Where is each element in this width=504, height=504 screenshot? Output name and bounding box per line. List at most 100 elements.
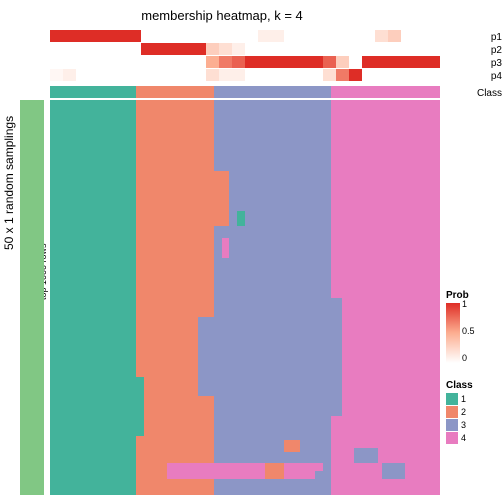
prob-cell <box>401 56 414 68</box>
prob-cell <box>128 56 141 68</box>
heatmap-noise <box>136 377 144 436</box>
legend-class-item: 1 <box>446 393 502 405</box>
prob-cell <box>115 69 128 81</box>
class-segment <box>331 86 440 98</box>
prob-cell <box>102 30 115 42</box>
prob-cell <box>50 69 63 81</box>
prob-cell <box>89 43 102 55</box>
prob-cell <box>271 43 284 55</box>
prob-cell <box>245 43 258 55</box>
prob-cell <box>362 43 375 55</box>
prob-cell <box>63 56 76 68</box>
prob-row <box>50 69 440 81</box>
prob-cell <box>258 56 271 68</box>
prob-cell <box>232 56 245 68</box>
prob-cell <box>154 69 167 81</box>
prob-cell <box>349 69 362 81</box>
prob-cell <box>50 56 63 68</box>
prob-cell <box>258 69 271 81</box>
main-heatmap <box>50 100 440 495</box>
prob-cell <box>63 43 76 55</box>
prob-row <box>50 43 440 55</box>
prob-cell <box>206 30 219 42</box>
probability-rows <box>50 30 440 82</box>
prob-cell <box>167 69 180 81</box>
prob-row <box>50 56 440 68</box>
prob-cell <box>271 30 284 42</box>
prob-cell <box>349 56 362 68</box>
yaxis-label: 50 x 1 random samplings <box>2 116 16 250</box>
prob-cell <box>76 43 89 55</box>
prob-cell <box>128 43 141 55</box>
prob-cell <box>115 43 128 55</box>
legend-label: 4 <box>461 433 466 443</box>
prob-cell <box>401 69 414 81</box>
legend-swatch <box>446 419 458 431</box>
prob-cell <box>427 43 440 55</box>
heatmap-noise <box>167 479 214 495</box>
prob-cell <box>349 30 362 42</box>
row-label: Class <box>477 88 502 99</box>
prob-cell <box>375 69 388 81</box>
heatmap-noise <box>237 211 245 227</box>
prob-cell <box>154 30 167 42</box>
legend-label: 2 <box>461 407 466 417</box>
prob-cell <box>427 56 440 68</box>
prob-cell <box>89 56 102 68</box>
prob-cell <box>76 69 89 81</box>
prob-cell <box>89 69 102 81</box>
prob-cell <box>336 43 349 55</box>
legend-class-item: 3 <box>446 419 502 431</box>
heatmap-noise <box>354 448 377 464</box>
prob-cell <box>115 30 128 42</box>
legend-label: 3 <box>461 420 466 430</box>
class-segment <box>136 86 214 98</box>
heatmap-column <box>331 100 440 495</box>
prob-cell <box>167 30 180 42</box>
legend-class-title: Class <box>446 380 502 391</box>
prob-cell <box>349 43 362 55</box>
heatmap-noise <box>331 298 343 417</box>
prob-cell <box>219 56 232 68</box>
prob-cell <box>310 69 323 81</box>
prob-cell <box>362 56 375 68</box>
class-strip <box>50 86 440 98</box>
heatmap-noise <box>198 317 214 396</box>
prob-cell <box>414 43 427 55</box>
prob-cell <box>375 43 388 55</box>
prob-cell <box>427 30 440 42</box>
prob-cell <box>336 56 349 68</box>
prob-cell <box>284 69 297 81</box>
prob-cell <box>258 30 271 42</box>
row-label: p4 <box>491 71 502 82</box>
legend-class: Class 1 2 3 4 <box>446 380 502 445</box>
prob-cell <box>141 30 154 42</box>
legend-prob: Prob 10.50 <box>446 290 502 367</box>
prob-cell <box>128 30 141 42</box>
prob-cell <box>323 56 336 68</box>
legend-class-item: 2 <box>446 406 502 418</box>
prob-cell <box>102 43 115 55</box>
heatmap-noise <box>284 440 300 452</box>
prob-cell <box>180 69 193 81</box>
heatmap-noise <box>323 120 331 167</box>
prob-cell <box>206 69 219 81</box>
prob-cell <box>310 30 323 42</box>
prob-cell <box>245 30 258 42</box>
prob-cell <box>193 30 206 42</box>
legend-tick: 1 <box>462 299 467 309</box>
prob-cell <box>427 69 440 81</box>
prob-cell <box>362 30 375 42</box>
prob-cell <box>232 30 245 42</box>
prob-cell <box>219 43 232 55</box>
prob-cell <box>115 56 128 68</box>
legend-prob-title: Prob <box>446 290 502 301</box>
prob-cell <box>193 56 206 68</box>
prob-cell <box>141 69 154 81</box>
heatmap-column <box>214 100 331 495</box>
prob-cell <box>167 43 180 55</box>
prob-cell <box>180 56 193 68</box>
prob-cell <box>102 56 115 68</box>
prob-cell <box>206 56 219 68</box>
prob-cell <box>245 69 258 81</box>
